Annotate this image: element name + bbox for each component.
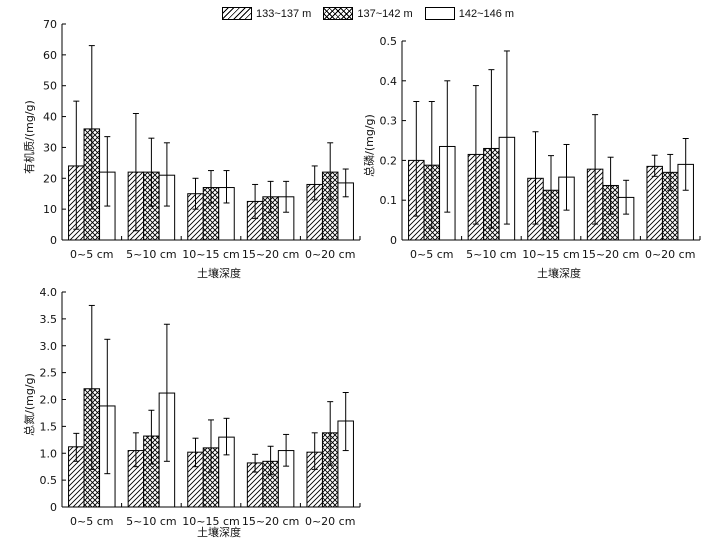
y-tick-label: 3.5 (40, 313, 58, 326)
x-tick-label: 10~15 cm (182, 515, 239, 528)
x-tick-label: 0~20 cm (305, 515, 355, 528)
legend-label-1: 133~137 m (256, 7, 312, 20)
y-tick-label: 70 (43, 18, 57, 31)
x-tick-label: 15~20 cm (582, 248, 639, 261)
legend: 133~137 m 137~142 m 142~146 m (222, 7, 514, 20)
y-tick-label: 0.1 (380, 194, 398, 207)
y-tick-label: 50 (43, 80, 57, 93)
y-tick-label: 1.5 (40, 420, 58, 433)
y-tick-label: 4.0 (40, 286, 58, 299)
y-tick-label: 0.4 (380, 75, 398, 88)
y-tick-label: 20 (43, 172, 57, 185)
x-tick-label: 0~5 cm (70, 248, 113, 261)
y-tick-label: 1.0 (40, 447, 58, 460)
bar (646, 165, 663, 241)
x-tick-label: 0~5 cm (70, 515, 113, 528)
x-tick-label: 0~20 cm (645, 248, 695, 261)
x-tick-label: 10~15 cm (522, 248, 579, 261)
y-tick-label: 10 (43, 203, 57, 216)
y-axis-label: 总氮/(mg/g) (22, 373, 36, 436)
x-tick-label: 5~10 cm (126, 248, 176, 261)
y-tick-label: 40 (43, 111, 57, 124)
legend-swatch-crosshatch (323, 7, 354, 20)
legend-item-2: 137~142 m (323, 7, 413, 20)
legend-swatch-diagonal (222, 7, 252, 20)
x-axis-label: 土壤深度 (197, 266, 241, 280)
y-tick-label: 0.3 (380, 115, 398, 128)
x-tick-label: 0~20 cm (305, 248, 355, 261)
y-axis-label: 有机质/(mg/g) (22, 100, 36, 174)
chart-total-phosphorus: 0 0.1 0.2 0.3 0.4 0.5 总磷/(mg/g) 0~5 cm 5~10 cm 10… (362, 35, 701, 280)
legend-swatch-plain (424, 7, 455, 20)
legend-item-1: 133~137 m (222, 7, 311, 20)
x-tick-label: 15~20 cm (242, 515, 299, 528)
y-tick-label: 0.5 (380, 35, 398, 48)
y-tick-label: 0.2 (380, 154, 398, 167)
y-tick-label: 0 (50, 234, 57, 247)
y-tick-label: 0 (390, 234, 397, 247)
chart-total-nitrogen: 0 0.5 1.0 1.5 2.0 2.5 3.0 3.5 4.0 总氮/(mg/g) 0~5 cm… (22, 286, 361, 539)
x-tick-label: 5~10 cm (126, 515, 176, 528)
y-tick-label: 30 (43, 141, 57, 154)
x-tick-label: 5~10 cm (466, 248, 516, 261)
legend-label-2: 137~142 m (357, 7, 413, 20)
legend-label-3: 142~146 m (458, 7, 515, 20)
x-axis-label: 土壤深度 (537, 266, 581, 280)
y-tick-label: 0.5 (40, 474, 58, 487)
chart-organic-matter: 0 10 20 30 40 50 60 70 有机质/(mg/g) 0~5 cm 5~10 cm 10… (22, 18, 361, 280)
legend-item-3: 142~146 m (424, 7, 515, 20)
y-tick-label: 0 (50, 501, 57, 514)
x-tick-label: 15~20 cm (242, 248, 299, 261)
y-tick-label: 2.5 (40, 367, 58, 380)
y-axis-label: 总磷/(mg/g) (362, 114, 376, 177)
x-tick-label: 0~5 cm (410, 248, 453, 261)
y-tick-label: 2.0 (40, 394, 58, 407)
x-tick-label: 10~15 cm (182, 248, 239, 261)
x-axis-label: 土壤深度 (197, 525, 241, 539)
y-tick-label: 60 (43, 49, 57, 62)
y-tick-label: 3.0 (40, 340, 58, 353)
